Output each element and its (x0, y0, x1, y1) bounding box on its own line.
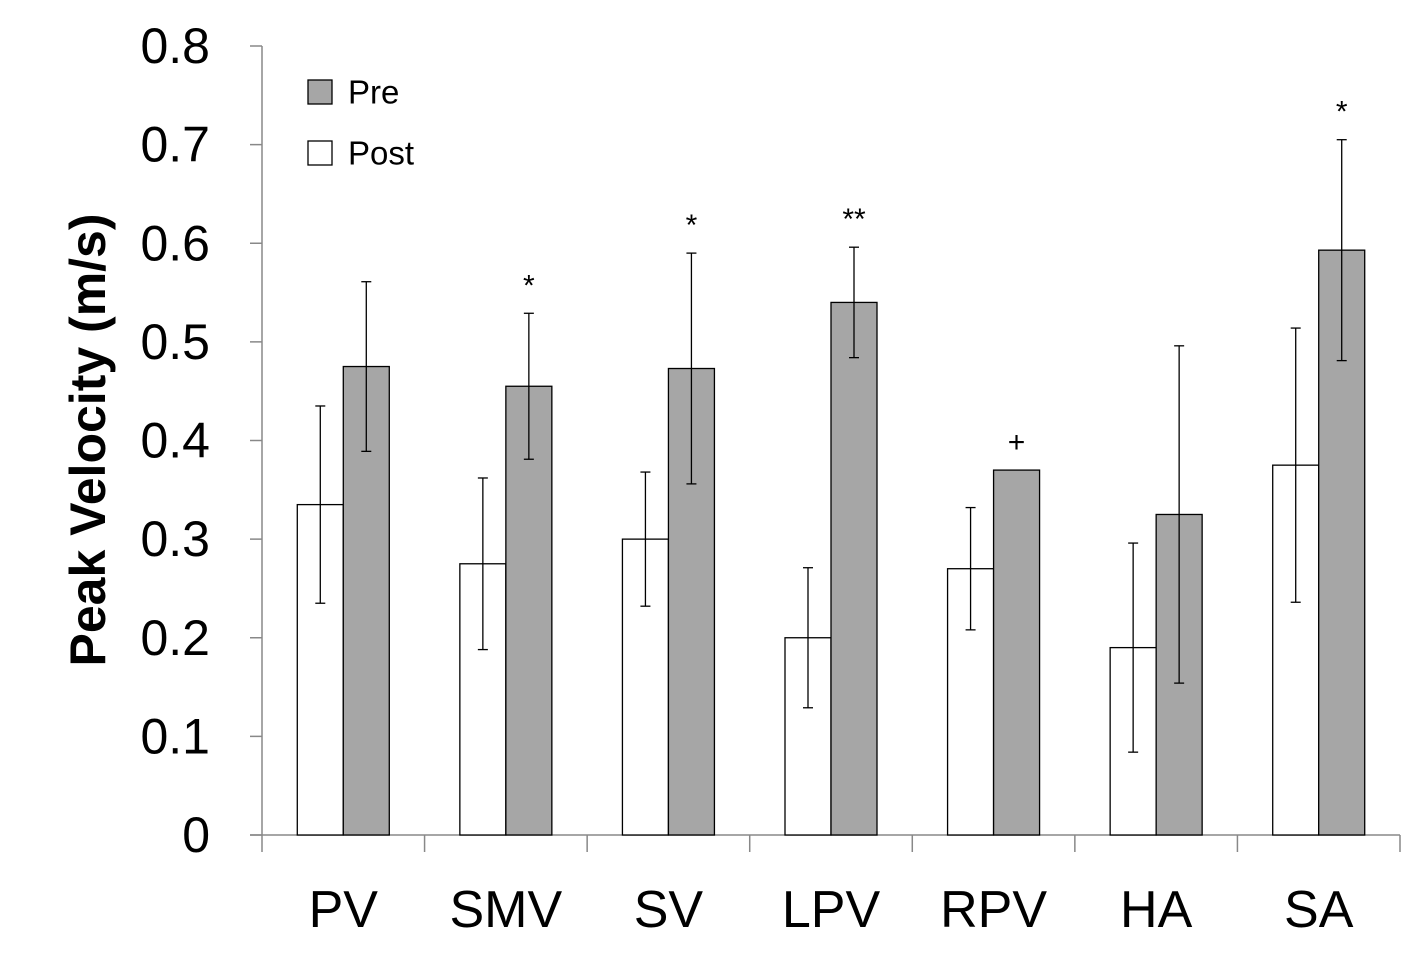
significance-marker: ** (842, 203, 866, 236)
x-category-label: LPV (782, 881, 881, 939)
y-tick-label: 0.1 (140, 708, 210, 764)
x-category-label: RPV (940, 881, 1047, 939)
bars (296, 139, 1366, 836)
significance-marker: * (686, 209, 698, 242)
axes (250, 45, 1401, 852)
legend-swatch-pre (307, 79, 333, 105)
legend: Pre Post (307, 74, 414, 172)
y-tick-label: 0.5 (140, 314, 210, 370)
legend-label-pre: Pre (348, 74, 399, 111)
labels: 0 0.1 0.2 0.3 0.4 0.5 0.6 0.7 0.8 PV * SMV * SV ** LPV +… (140, 18, 1353, 939)
y-tick-label: 0.2 (140, 610, 210, 666)
y-tick-label: 0.6 (140, 215, 210, 271)
legend-label-post: Post (348, 135, 414, 172)
x-category-label: HA (1120, 881, 1193, 939)
y-axis-title: Peak Velocity (m/s) (60, 213, 116, 666)
x-category-label: SMV (450, 881, 563, 939)
significance-marker: + (1008, 426, 1026, 459)
y-tick-label: 0.8 (140, 18, 210, 74)
legend-swatch-post (307, 140, 333, 166)
bar-pre-lpv (830, 301, 878, 836)
y-tick-label: 0.3 (140, 511, 210, 567)
significance-marker: * (523, 269, 535, 302)
x-category-label: SV (634, 881, 704, 939)
x-category-label: SA (1284, 881, 1354, 939)
significance-marker: * (1336, 96, 1348, 129)
x-category-label: PV (309, 881, 379, 939)
y-tick-label: 0.4 (140, 413, 210, 469)
y-tick-label: 0.7 (140, 117, 210, 173)
bar-pre-rpv (992, 469, 1041, 836)
y-tick-label: 0 (182, 807, 210, 863)
